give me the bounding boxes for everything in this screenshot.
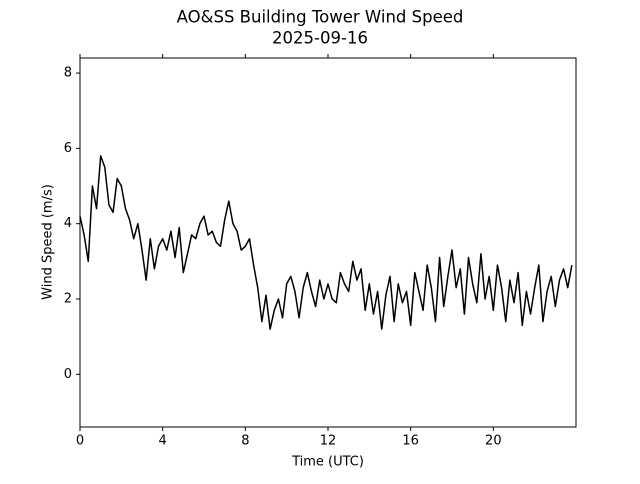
y-tick-label: 0	[64, 367, 72, 382]
x-tick-label: 16	[402, 434, 419, 449]
plot-frame	[79, 57, 577, 428]
x-tick-label: 0	[76, 434, 84, 449]
x-axis-label: Time (UTC)	[291, 455, 364, 470]
chart-title: AO&SS Building Tower Wind Speed	[177, 8, 464, 27]
chart-subtitle: 2025-09-16	[272, 29, 368, 48]
x-tick-label: 4	[159, 434, 167, 449]
x-tick-label: 20	[485, 434, 502, 449]
y-axis-label: Wind Speed (m/s)	[41, 184, 56, 300]
y-tick-label: 6	[64, 141, 72, 156]
y-tick-label: 8	[64, 66, 72, 81]
y-tick-label: 2	[64, 291, 72, 306]
x-tick-label: 12	[320, 434, 337, 449]
y-tick-label: 4	[64, 216, 72, 231]
x-tick-label: 8	[241, 434, 249, 449]
data-line	[79, 155, 573, 330]
